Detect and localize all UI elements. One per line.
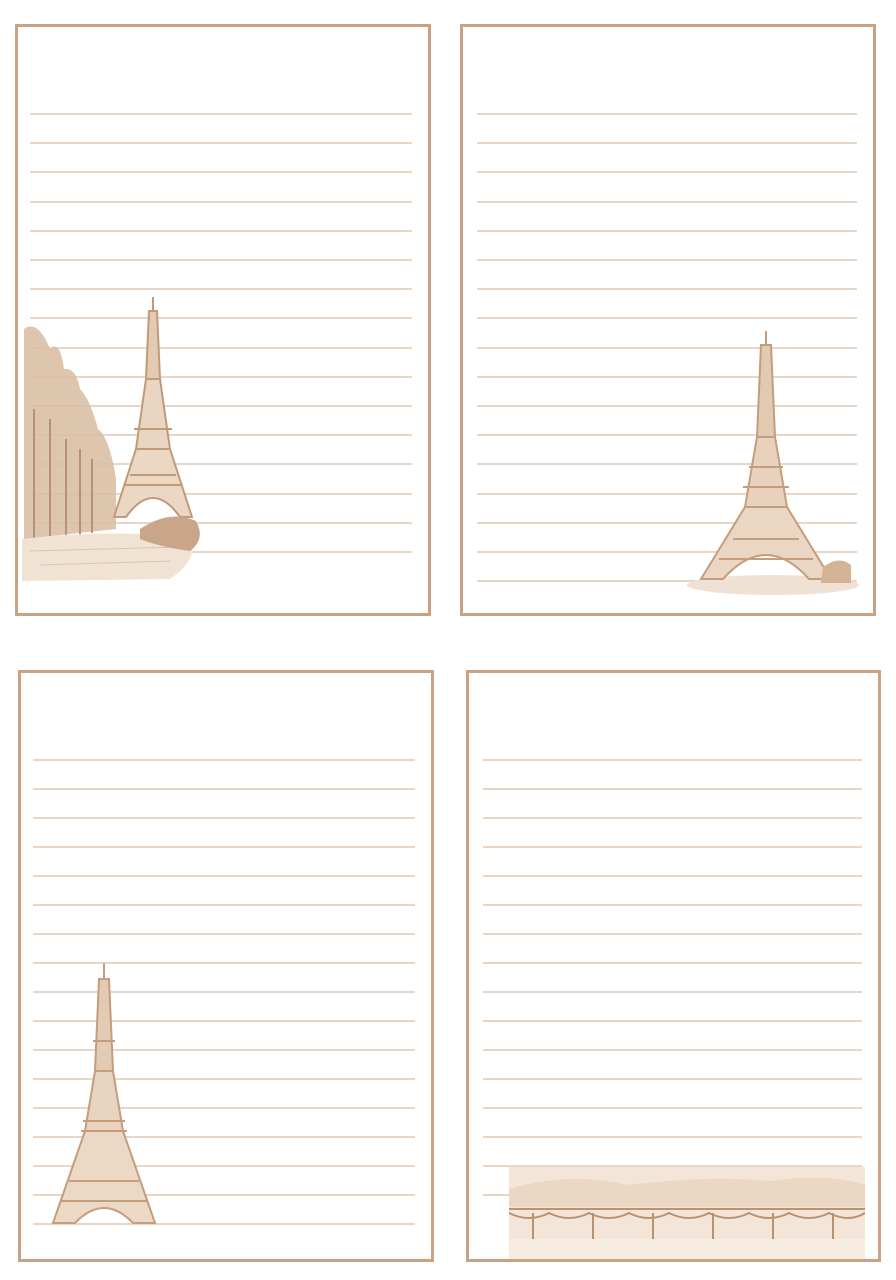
ruled-line — [483, 904, 862, 906]
ruled-line — [477, 317, 857, 320]
ruled-line — [483, 962, 862, 964]
ruled-line — [30, 171, 412, 174]
ruled-line — [33, 904, 415, 906]
ruled-line — [477, 405, 857, 407]
ruled-line — [33, 962, 415, 964]
stationery-sheet-eiffel-left — [18, 670, 434, 1262]
ruled-line — [477, 521, 857, 524]
ruled-line — [477, 200, 857, 203]
ruled-line — [33, 788, 415, 790]
ruled-line — [477, 259, 857, 261]
ruled-line — [477, 142, 857, 145]
ruled-line — [33, 875, 415, 877]
ruled-line — [33, 1165, 415, 1167]
ruled-line — [477, 346, 857, 349]
ruled-line — [483, 991, 862, 993]
ruled-line — [33, 1020, 415, 1022]
ruled-line — [477, 492, 857, 495]
ruled-line — [33, 817, 415, 819]
eiffel-tower-avenue-trees-icon — [22, 297, 200, 581]
ruled-line — [30, 551, 412, 553]
ruled-line — [477, 551, 857, 553]
ruled-line — [477, 434, 857, 437]
ruled-line — [483, 1107, 862, 1109]
ruled-line — [483, 1049, 862, 1051]
ruled-line — [33, 991, 415, 993]
ruled-line — [30, 229, 412, 232]
ruled-line — [30, 142, 412, 145]
ruled-line — [477, 288, 857, 291]
ruled-line — [33, 1078, 415, 1080]
ruled-line — [483, 933, 862, 935]
ruled-line — [30, 405, 412, 407]
ruled-line — [30, 113, 412, 115]
ruled-line — [477, 463, 857, 466]
ruled-line — [33, 1049, 415, 1051]
ruled-line — [483, 1020, 862, 1022]
ruled-line — [33, 1136, 415, 1138]
ruled-line — [477, 171, 857, 174]
ruled-line — [483, 759, 862, 761]
stationery-sheet-eiffel-right — [460, 24, 876, 616]
ruled-line — [30, 200, 412, 203]
ruled-line — [477, 375, 857, 378]
eiffel-tower-icon — [687, 331, 859, 595]
ruled-line — [483, 1078, 862, 1080]
stationery-sheet-seine-bridge — [466, 670, 881, 1262]
ruled-line — [33, 1223, 415, 1225]
pont-des-arts-bridge-icon — [508, 1167, 866, 1259]
ruled-line — [483, 875, 862, 877]
ruled-line — [30, 521, 412, 524]
ruled-line — [33, 1194, 415, 1196]
ruled-line — [30, 317, 412, 320]
ruled-line — [30, 492, 412, 495]
ruled-line — [30, 463, 412, 466]
ruled-line — [477, 580, 857, 583]
eiffel-tower-icon — [51, 963, 157, 1224]
ruled-line — [483, 1136, 862, 1138]
stationery-sheet-tree-lined-eiffel — [15, 24, 431, 616]
ruled-line — [30, 259, 412, 261]
ruled-line — [483, 817, 862, 819]
ruled-line — [483, 1165, 862, 1167]
ruled-line — [477, 113, 857, 115]
ruled-line — [483, 788, 862, 790]
ruled-line — [30, 288, 412, 291]
ruled-line — [30, 375, 412, 378]
ruled-line — [33, 1107, 415, 1109]
ruled-line — [30, 434, 412, 437]
ruled-line — [477, 229, 857, 232]
ruled-line — [33, 846, 415, 848]
ruled-line — [483, 846, 862, 848]
ruled-line — [33, 759, 415, 761]
ruled-line — [33, 933, 415, 935]
ruled-line — [30, 346, 412, 349]
